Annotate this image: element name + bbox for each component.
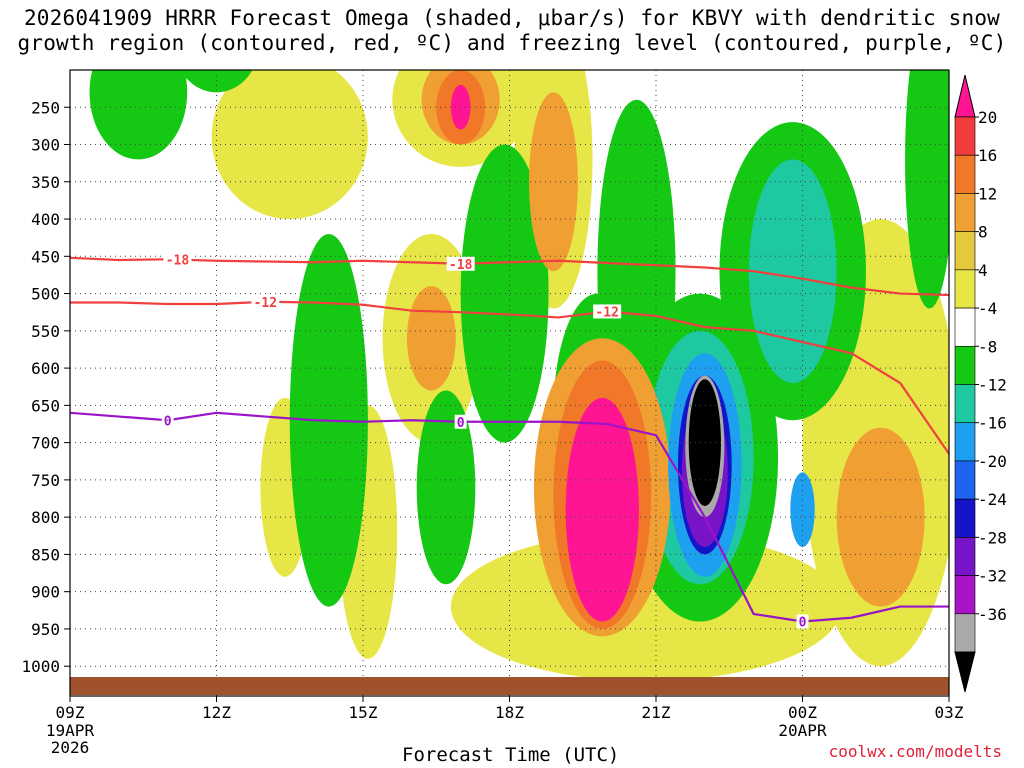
- chart-title-line2: growth region (contoured, red, ºC) and f…: [17, 31, 1007, 55]
- colorbar-segment-1: [954, 154, 976, 194]
- y-tick-label-700: 700: [31, 434, 60, 453]
- colorbar: 20 16 12 8 4 -4 -8 -12 -16 -20 -24 -28 -32 -36: [954, 74, 1007, 693]
- colorbar-segment-11: [954, 537, 976, 576]
- colorbar-label-4: 4: [978, 261, 988, 280]
- colorbar-label-0: 20: [978, 108, 997, 127]
- colorbar-label-12: -32: [978, 567, 1007, 586]
- colorbar-label-2: 12: [978, 184, 997, 203]
- contour-label-bg--18-0: [163, 252, 192, 267]
- x-tick-label-21Z: 21Z: [642, 703, 671, 722]
- omega-region-9: [180, 70, 253, 93]
- y-tick-label-650: 650: [31, 396, 60, 415]
- colorbar-label-3: 8: [978, 223, 988, 242]
- omega-region-30: [790, 472, 815, 547]
- colorbar-bottom-arrow: [954, 651, 976, 693]
- colorbar-segment-6: [954, 345, 976, 385]
- colorbar-segment-7: [954, 384, 976, 424]
- colorbar-label-1: 16: [978, 146, 997, 165]
- omega-region-8: [89, 70, 188, 160]
- colorbar-label-9: -20: [978, 452, 1007, 471]
- y-tick-label-300: 300: [31, 136, 60, 155]
- colorbar-segment-0: [954, 116, 976, 156]
- colorbar-label-6: -8: [978, 337, 997, 356]
- y-tick-label-350: 350: [31, 173, 60, 192]
- credit-link[interactable]: coolwx.com/modelts: [828, 742, 1002, 761]
- contour-label-0-2: 0: [799, 615, 807, 630]
- y-tick-label-250: 250: [31, 98, 60, 117]
- x-axis-label: Forecast Time (UTC): [402, 744, 620, 766]
- ground-bar: [70, 677, 949, 695]
- colorbar-segment-10: [954, 498, 976, 538]
- colorbar-label-11: -28: [978, 528, 1007, 547]
- y-tick-label-800: 800: [31, 508, 60, 527]
- x-tick-sublabel-2026: 2026: [51, 738, 90, 757]
- contour-label-0-0: 0: [164, 414, 172, 429]
- contour-label-bg--12-1: [593, 304, 622, 319]
- colorbar-segment-5: [954, 307, 976, 347]
- colorbar-segment-2: [954, 193, 976, 232]
- contour-label--18-0: -18: [166, 254, 190, 269]
- chart-title-line1: 2026041909 HRRR Forecast Omega (shaded, …: [23, 6, 1001, 30]
- colorbar-label-10: -24: [978, 490, 1007, 509]
- colorbar-segment-8: [954, 422, 976, 462]
- y-tick-label-500: 500: [31, 285, 60, 304]
- omega-region-11: [416, 390, 476, 585]
- omega-region-20: [529, 92, 578, 272]
- contour-label--18-1: -18: [449, 258, 473, 273]
- x-tick-sublabel-20APR: 20APR: [778, 721, 827, 740]
- colorbar-label-5: -4: [978, 299, 997, 318]
- y-tick-label-400: 400: [31, 210, 60, 229]
- y-tick-label-550: 550: [31, 322, 60, 341]
- y-axis: 250 300 350 400 450 500 550 600 650 700 750 800 850 9…: [21, 98, 70, 676]
- omega-region-15: [905, 70, 949, 309]
- omega-region-18: [748, 159, 837, 383]
- contour-line--12: [70, 300, 949, 455]
- x-tick-sublabel-19APR: 19APR: [46, 721, 95, 740]
- ground-surface: [70, 677, 949, 695]
- colorbar-top-arrow: [954, 74, 976, 118]
- contour-label-bg-0-1: [454, 414, 467, 429]
- x-tick-label-09Z: 09Z: [56, 703, 85, 722]
- x-tick-label-03Z: 03Z: [935, 703, 964, 722]
- contour-line--18: [70, 256, 949, 297]
- omega-region-28: [565, 397, 639, 622]
- omega-region-34: [688, 379, 721, 506]
- y-tick-label-950: 950: [31, 620, 60, 639]
- contour-label-bg--12-0: [251, 294, 280, 309]
- colorbar-segment-13: [954, 613, 976, 653]
- contour-label-0-1: 0: [457, 416, 465, 431]
- colorbar-label-7: -12: [978, 376, 1007, 395]
- colorbar-segment-12: [954, 575, 976, 615]
- chart-title: 2026041909 HRRR Forecast Omega (shaded, …: [0, 6, 1024, 56]
- contour-label--12-0: -12: [254, 296, 277, 311]
- y-tick-label-1000: 1000: [21, 657, 60, 676]
- colorbar-label-8: -16: [978, 414, 1007, 433]
- colorbar-label-13: -36: [978, 605, 1007, 624]
- contour-label--12-1: -12: [595, 305, 618, 320]
- x-tick-label-15Z: 15Z: [349, 703, 378, 722]
- x-tick-label-00Z: 00Z: [788, 703, 817, 722]
- temperature-contours: -18 -18 -12 -12 0 0 0: [70, 252, 949, 630]
- contour-label-bg-0-0: [161, 413, 174, 428]
- omega-region-12: [460, 144, 549, 443]
- y-tick-label-850: 850: [31, 545, 60, 564]
- y-tick-label-900: 900: [31, 583, 60, 602]
- x-tick-label-18Z: 18Z: [495, 703, 524, 722]
- y-tick-label-750: 750: [31, 471, 60, 490]
- x-tick-label-12Z: 12Z: [202, 703, 231, 722]
- contour-label-bg-0-2: [796, 614, 809, 629]
- contour-label-bg--18-1: [446, 256, 475, 271]
- y-tick-label-600: 600: [31, 359, 60, 378]
- colorbar-segment-9: [954, 460, 976, 500]
- y-tick-label-450: 450: [31, 247, 60, 266]
- omega-region-22: [406, 286, 456, 391]
- colorbar-segment-3: [954, 231, 976, 271]
- colorbar-segment-4: [954, 269, 976, 309]
